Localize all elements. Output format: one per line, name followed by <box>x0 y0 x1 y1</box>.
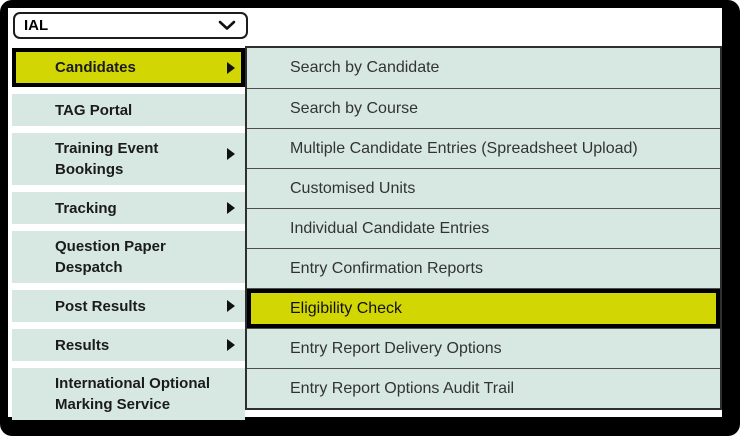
sidebar-item-training-event-bookings[interactable]: Training Event Bookings <box>12 133 245 185</box>
submenu-item-label: Search by Candidate <box>290 59 440 76</box>
sidebar-item-candidates[interactable]: Candidates <box>12 48 245 87</box>
submenu-item-customised-units[interactable]: Customised Units <box>247 168 720 208</box>
portal-menu-area: IAL Candidates TAG Portal Training Event B… <box>8 8 722 420</box>
sidebar-item-label: TAG Portal <box>55 101 133 119</box>
sidebar-item-label: Results <box>55 336 110 354</box>
chevron-down-icon <box>218 20 236 31</box>
submenu-item-search-by-candidate[interactable]: Search by Candidate <box>247 48 720 88</box>
submenu-item-eligibility-check[interactable]: Eligibility Check <box>247 288 720 328</box>
submenu-arrow-icon <box>221 339 235 351</box>
sidebar-item-label: Training Event Bookings <box>55 140 159 178</box>
submenu-item-label: Customised Units <box>290 179 416 197</box>
sidebar-item-label: Question Paper Despatch <box>55 238 166 276</box>
submenu-item-label: Entry Confirmation Reports <box>290 259 483 277</box>
sidebar-item-post-results[interactable]: Post Results <box>12 290 245 322</box>
qualification-dropdown[interactable]: IAL <box>13 12 248 39</box>
sidebar-item-international-optional-marking-service[interactable]: International Optional Marking Service <box>12 368 245 420</box>
submenu-item-individual-candidate-entries[interactable]: Individual Candidate Entries <box>247 208 720 248</box>
submenu-item-entry-report-options-audit-trail[interactable]: Entry Report Options Audit Trail <box>247 368 720 408</box>
sidebar-item-label: Tracking <box>55 199 117 217</box>
sidebar-item-label: Post Results <box>55 297 146 315</box>
sidebar-item-tag-portal[interactable]: TAG Portal <box>12 94 245 126</box>
sidebar-item-label: International Optional Marking Service <box>55 375 211 413</box>
submenu-item-label: Individual Candidate Entries <box>290 219 490 237</box>
qualification-dropdown-value: IAL <box>24 17 49 34</box>
sidebar-item-tracking[interactable]: Tracking <box>12 192 245 224</box>
sidebar-item-question-paper-despatch[interactable]: Question Paper Despatch <box>12 231 245 283</box>
sidebar-item-label: Candidates <box>55 59 136 76</box>
submenu-item-label: Multiple Candidate Entries (Spreadsheet … <box>290 139 638 157</box>
sidebar-item-results[interactable]: Results <box>12 329 245 361</box>
candidates-submenu: Search by Candidate Search by Course Multi… <box>245 46 722 410</box>
submenu-item-search-by-course[interactable]: Search by Course <box>247 88 720 128</box>
submenu-item-entry-confirmation-reports[interactable]: Entry Confirmation Reports <box>247 248 720 288</box>
submenu-arrow-icon <box>221 202 235 214</box>
submenu-arrow-icon <box>221 300 235 312</box>
submenu-item-entry-report-delivery-options[interactable]: Entry Report Delivery Options <box>247 328 720 368</box>
submenu-item-label: Eligibility Check <box>290 299 403 317</box>
submenu-item-label: Search by Course <box>290 99 419 117</box>
submenu-item-label: Entry Report Delivery Options <box>290 339 502 357</box>
submenu-item-label: Entry Report Options Audit Trail <box>290 379 515 397</box>
sidebar-menu: Candidates TAG Portal Training Event Booki… <box>12 48 245 427</box>
submenu-arrow-icon <box>221 61 235 74</box>
submenu-item-multiple-candidate-entries-spreadsheet-upload[interactable]: Multiple Candidate Entries (Spreadsheet … <box>247 128 720 168</box>
submenu-arrow-icon <box>221 148 235 160</box>
